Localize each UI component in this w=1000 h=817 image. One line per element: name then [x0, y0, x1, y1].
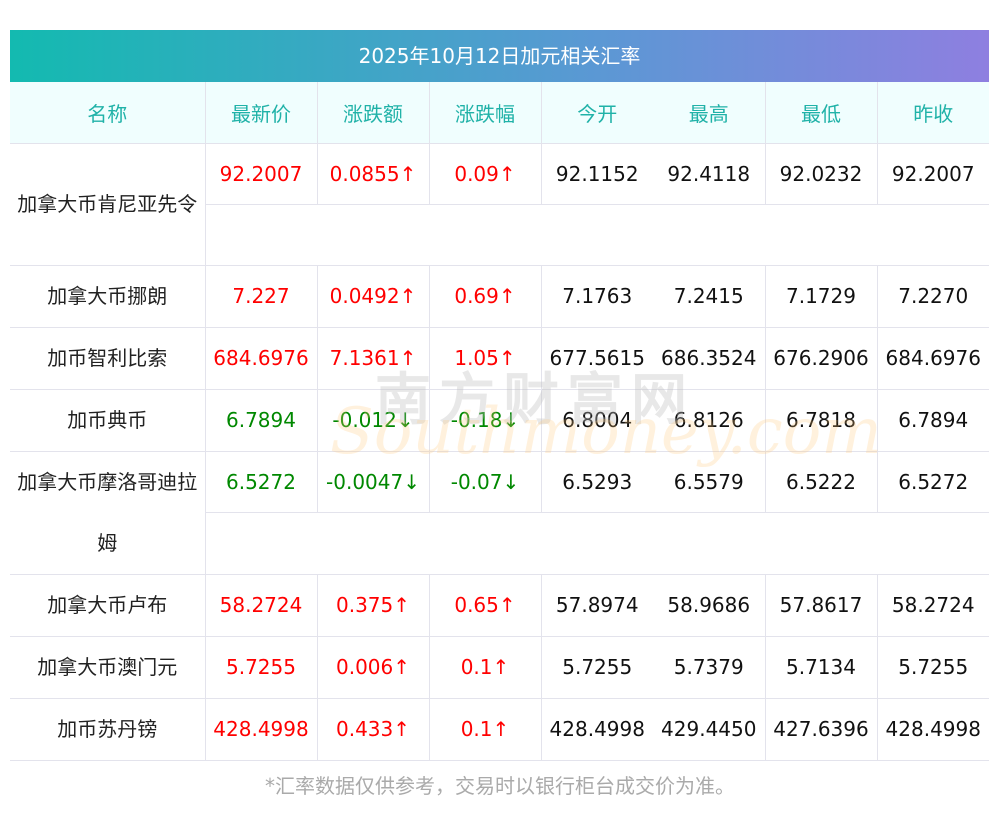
- change-percent: -0.18↓: [428, 389, 542, 452]
- high-price: 92.4118: [653, 143, 766, 205]
- latest-price: 684.6976: [204, 327, 318, 390]
- header-name: 名称: [10, 82, 206, 144]
- table-row: 加币智利比索 684.6976 7.1361↑ 1.05↑ 677.5615 686.35…: [10, 327, 989, 390]
- low-price: 7.1729: [764, 265, 878, 328]
- header-low: 最低: [764, 82, 878, 144]
- exchange-rate-table: 名称 最新价 涨跌额 涨跌幅 今开 最高 最低 昨收 加拿大币肯尼亚先令 92.2…: [10, 82, 989, 761]
- high-price: 5.7379: [653, 636, 766, 699]
- header-open: 今开: [540, 82, 653, 144]
- header-prev: 昨收: [876, 82, 989, 144]
- high-price: 429.4450: [653, 698, 766, 761]
- open-price: 6.8004: [540, 389, 653, 452]
- change-amount: 0.0855↑: [316, 143, 430, 205]
- high-price: 6.5579: [653, 451, 766, 513]
- latest-price: 58.2724: [204, 574, 318, 637]
- high-price: 7.2415: [653, 265, 766, 328]
- change-percent: 0.09↑: [428, 143, 542, 205]
- open-price: 5.7255: [540, 636, 653, 699]
- high-price: 58.9686: [653, 574, 766, 637]
- high-price: 6.8126: [653, 389, 766, 452]
- prev-close: 92.2007: [876, 143, 989, 205]
- latest-price: 6.7894: [204, 389, 318, 452]
- row-name: 加拿大币摩洛哥迪拉姆: [10, 451, 206, 575]
- open-price: 428.4998: [540, 698, 653, 761]
- latest-price: 5.7255: [204, 636, 318, 699]
- latest-price: 92.2007: [204, 143, 318, 205]
- change-percent: 0.65↑: [428, 574, 542, 637]
- open-price: 7.1763: [540, 265, 653, 328]
- row-name: 加币苏丹镑: [10, 698, 206, 761]
- watermark-en: Southmoney.com: [330, 395, 882, 469]
- table-row: 加拿大币摩洛哥迪拉姆 6.5272 -0.0047↓ -0.07↓ 6.5293 6.55…: [10, 451, 989, 575]
- prev-close: 58.2724: [876, 574, 989, 637]
- row-name: 加币典币: [10, 389, 206, 452]
- prev-close: 7.2270: [876, 265, 989, 328]
- low-price: 427.6396: [764, 698, 878, 761]
- empty-cell: [205, 512, 989, 575]
- table-header-row: 名称 最新价 涨跌额 涨跌幅 今开 最高 最低 昨收: [10, 82, 989, 144]
- low-price: 6.5222: [764, 451, 878, 513]
- header-change: 涨跌额: [316, 82, 430, 144]
- low-price: 92.0232: [764, 143, 878, 205]
- change-amount: 0.0492↑: [316, 265, 430, 328]
- header-high: 最高: [653, 82, 766, 144]
- change-percent: 0.1↑: [428, 636, 542, 699]
- low-price: 6.7818: [764, 389, 878, 452]
- table-row: 加币苏丹镑 428.4998 0.433↑ 0.1↑ 428.4998 429.4450 4…: [10, 698, 989, 761]
- open-price: 677.5615: [540, 327, 653, 390]
- table-title: 2025年10月12日加元相关汇率: [10, 30, 989, 82]
- table-row: 加拿大币卢布 58.2724 0.375↑ 0.65↑ 57.8974 58.9686 57…: [10, 574, 989, 637]
- change-percent: 0.69↑: [428, 265, 542, 328]
- change-percent: -0.07↓: [428, 451, 542, 513]
- open-price: 57.8974: [540, 574, 653, 637]
- change-amount: 0.433↑: [316, 698, 430, 761]
- change-percent: 1.05↑: [428, 327, 542, 390]
- row-name: 加拿大币挪朗: [10, 265, 206, 328]
- change-percent: 0.1↑: [428, 698, 542, 761]
- change-amount: -0.0047↓: [316, 451, 430, 513]
- row-name: 加拿大币卢布: [10, 574, 206, 637]
- row-name: 加币智利比索: [10, 327, 206, 390]
- header-latest: 最新价: [204, 82, 318, 144]
- latest-price: 7.227: [204, 265, 318, 328]
- change-amount: 0.375↑: [316, 574, 430, 637]
- low-price: 676.2906: [764, 327, 878, 390]
- watermark-cn: 南方财富网: [375, 368, 695, 433]
- prev-close: 6.5272: [876, 451, 989, 513]
- low-price: 5.7134: [764, 636, 878, 699]
- low-price: 57.8617: [764, 574, 878, 637]
- table-row: 加拿大币肯尼亚先令 92.2007 0.0855↑ 0.09↑ 92.1152 92.41…: [10, 143, 989, 266]
- open-price: 6.5293: [540, 451, 653, 513]
- header-pct: 涨跌幅: [428, 82, 542, 144]
- table-row: 加拿大币澳门元 5.7255 0.006↑ 0.1↑ 5.7255 5.7379 5.713…: [10, 636, 989, 699]
- latest-price: 6.5272: [204, 451, 318, 513]
- empty-cell: [205, 204, 989, 266]
- prev-close: 428.4998: [876, 698, 989, 761]
- change-amount: 0.006↑: [316, 636, 430, 699]
- table-row: 加拿大币挪朗 7.227 0.0492↑ 0.69↑ 7.1763 7.2415 7.172…: [10, 265, 989, 328]
- row-name: 加拿大币澳门元: [10, 636, 206, 699]
- change-amount: 7.1361↑: [316, 327, 430, 390]
- prev-close: 684.6976: [876, 327, 989, 390]
- latest-price: 428.4998: [204, 698, 318, 761]
- footnote: *汇率数据仅供参考，交易时以银行柜台成交价为准。: [265, 774, 735, 798]
- prev-close: 6.7894: [876, 389, 989, 452]
- table-row: 加币典币 6.7894 -0.012↓ -0.18↓ 6.8004 6.8126 6.781…: [10, 389, 989, 452]
- row-name: 加拿大币肯尼亚先令: [10, 143, 206, 266]
- prev-close: 5.7255: [876, 636, 989, 699]
- open-price: 92.1152: [540, 143, 653, 205]
